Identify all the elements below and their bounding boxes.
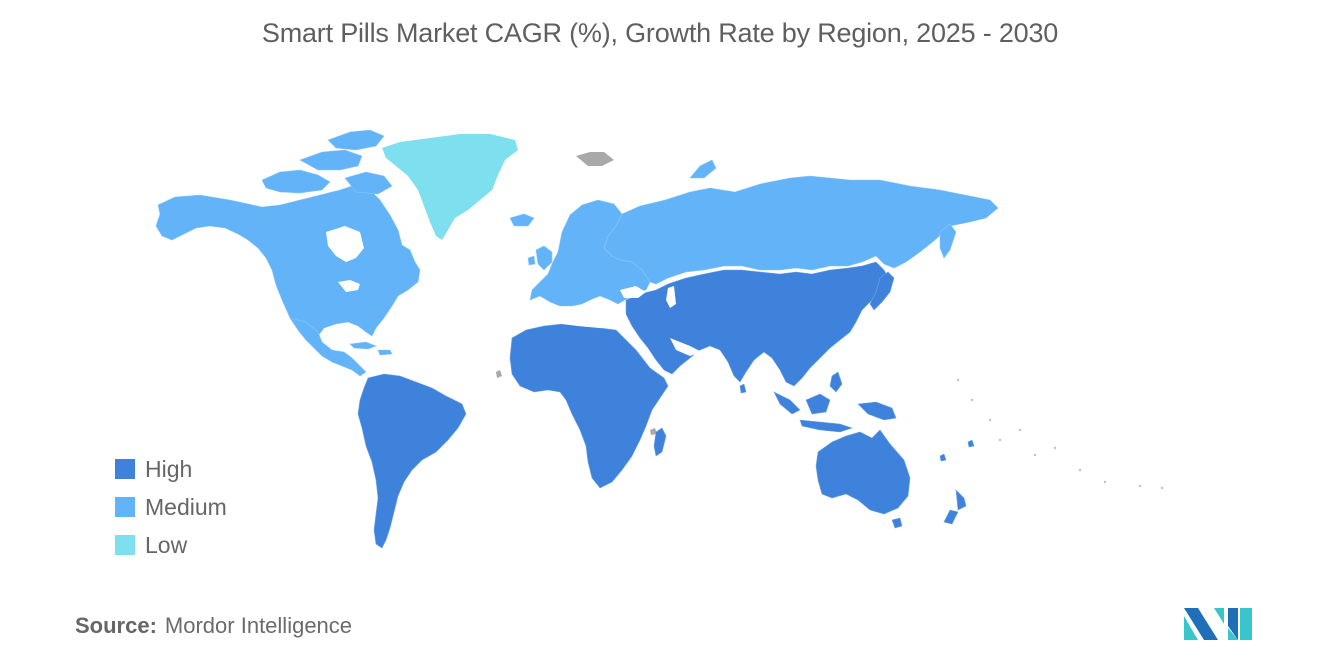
legend-label-high: High — [145, 455, 193, 482]
legend-swatch-high — [115, 459, 135, 479]
legend-label-medium: Medium — [145, 493, 227, 520]
legend-swatch-medium — [115, 497, 135, 517]
legend-item-low: Low — [115, 526, 227, 564]
legend-label-low: Low — [145, 531, 188, 558]
region-high — [357, 261, 975, 549]
legend-item-medium: Medium — [115, 488, 227, 526]
source-value: Mordor Intelligence — [164, 613, 353, 638]
region-europe-russia — [527, 159, 999, 307]
region-north-america — [155, 129, 535, 377]
legend: High Medium Low — [115, 450, 227, 564]
inland-seas — [560, 286, 702, 356]
mordor-intelligence-logo-icon — [1184, 608, 1252, 640]
chart-title: Smart Pills Market CAGR (%), Growth Rate… — [261, 18, 1059, 48]
region-greenland — [382, 134, 518, 240]
water-bodies — [326, 226, 364, 292]
legend-item-high: High — [115, 450, 227, 488]
source-attribution: Source: Mordor Intelligence — [75, 613, 352, 639]
source-label: Source: — [75, 613, 157, 638]
pacific-island-dots — [956, 378, 1164, 490]
legend-swatch-low — [115, 535, 135, 555]
